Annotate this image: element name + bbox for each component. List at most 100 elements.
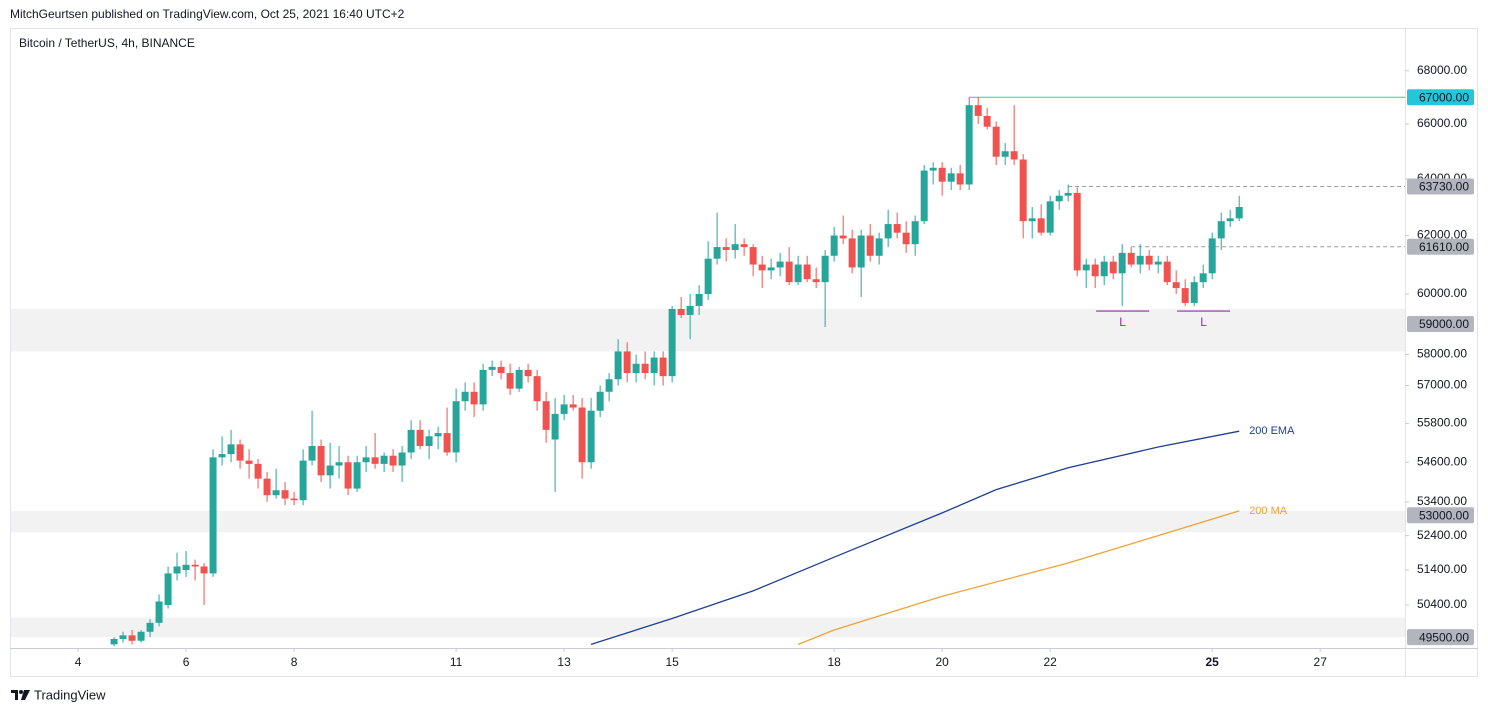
candle-body [983,115,991,127]
candle-body [524,369,532,377]
candle-body [1217,221,1225,239]
candle-body [191,564,199,567]
candle-body [947,173,955,182]
price-tag [1407,507,1474,524]
y-tick-label: 62000.00 [1417,228,1467,242]
candle-body [110,638,118,645]
candle-body [227,444,235,455]
candle-body [623,351,631,374]
price-tag-label: 61610.00 [1419,240,1469,254]
candle-body [389,455,397,466]
candle-body [803,264,811,280]
candle-body [560,404,568,414]
candle-body [1064,192,1072,196]
candle-body [812,279,820,283]
y-tick-label: 58000.00 [1417,347,1467,361]
candle-body [1154,261,1162,265]
candle-body [839,235,847,239]
candle-body [1118,252,1126,274]
candle-body [488,366,496,370]
x-tick-label: 25 [1206,655,1220,669]
candle-body [128,635,136,641]
candle-body [731,244,739,250]
y-tick-label: 50400.00 [1417,597,1467,611]
candle-body [1019,159,1027,222]
candle-body [1082,264,1090,271]
x-tick-label: 8 [291,655,298,669]
candle-body [668,308,676,377]
candle-body [929,167,937,171]
price-tag [1407,238,1474,255]
ma-line [590,430,1240,646]
price-tag-label: 49500.00 [1419,630,1469,644]
candle-body [290,498,298,501]
candle-body [533,376,541,402]
candle-body [245,460,253,464]
x-tick-label: 20 [935,655,949,669]
candle-body [542,401,550,430]
candle-body [119,635,127,639]
candle-body [1037,218,1045,233]
candle-body [182,564,190,570]
candle-body [767,267,775,271]
candle-body [398,452,406,466]
price-tag [1407,629,1474,646]
price-tag-label: 63730.00 [1419,180,1469,194]
candle-body [875,238,883,256]
candle-body [173,566,181,574]
candle-body [317,445,325,476]
brand-logo [11,690,30,700]
brand-name: TradingView [34,687,106,702]
candle-body [830,235,838,256]
candle-body [776,261,784,268]
candle-body [1073,192,1081,271]
candle-body [326,465,334,476]
candle-body [695,294,703,306]
annotation-label: L [1119,315,1126,329]
candle-body [857,235,865,268]
candle-body [497,366,505,374]
candle-body [902,232,910,245]
candle-body [236,444,244,461]
ma-label: 200 MA [1249,505,1288,517]
y-tick-label: 55800.00 [1417,416,1467,430]
candle-body [209,457,217,574]
candle-body [155,601,163,623]
candle-body [614,351,622,380]
candle-body [254,463,262,479]
candle-body [1199,273,1207,283]
candle-body [452,401,460,453]
candle-body [137,631,145,641]
candle-body [749,247,757,265]
candle-body [443,433,451,453]
candle-body [578,407,586,463]
x-tick-label: 22 [1043,655,1057,669]
candle-body [470,391,478,405]
candle-body [956,173,964,185]
candle-body [218,454,226,458]
ma-label: 200 EMA [1249,425,1295,437]
candle-body [686,305,694,315]
candle-body [893,224,901,233]
candle-body [605,379,613,392]
price-tag-label: 59000.00 [1419,317,1469,331]
symbol-title: Bitcoin / TetherUS, 4h, BINANCE [19,36,195,50]
candle-body [1109,261,1117,274]
logo-dot [19,690,23,694]
frame [10,28,1478,677]
candle-body [416,429,424,446]
candle-body [821,255,829,283]
candle-body [344,462,352,489]
candle-body [1235,206,1243,219]
candle-body [632,363,640,374]
price-tag-label: 53000.00 [1419,508,1469,522]
candle-body [1127,252,1135,265]
zones [11,308,1405,638]
candle-body [974,105,982,116]
candle-body [938,167,946,182]
price-tag-label: 67000.00 [1419,90,1469,104]
candle-body [1010,151,1018,160]
candle-body [866,235,874,256]
